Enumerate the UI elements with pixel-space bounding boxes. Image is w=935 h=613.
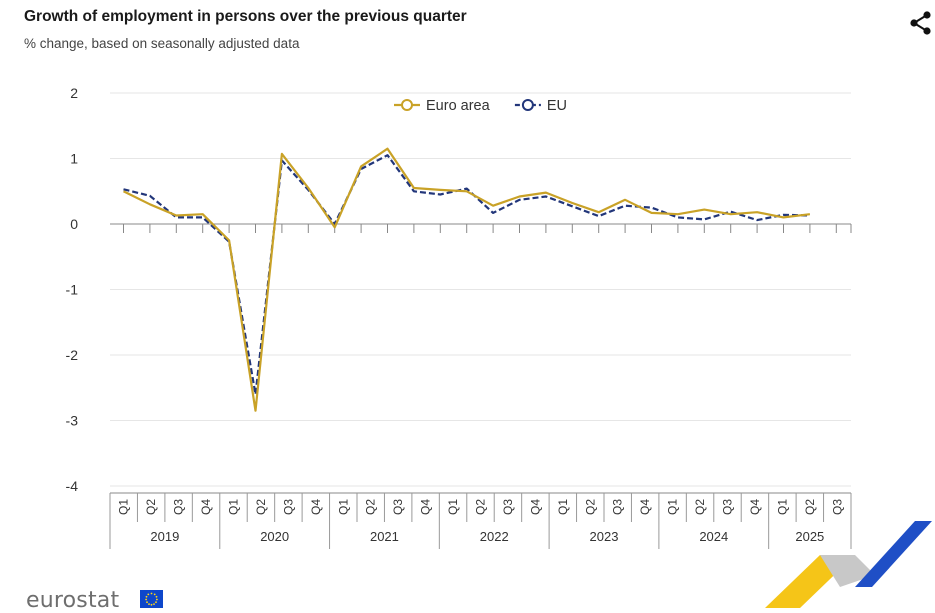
x-tick-label: Q1 xyxy=(775,499,789,515)
data-point-eu xyxy=(677,216,679,218)
data-point-euro-area xyxy=(624,199,626,201)
series-line-euro-area xyxy=(123,147,811,412)
data-point-euro-area xyxy=(598,211,600,213)
x-tick-label: Q3 xyxy=(611,499,625,515)
data-point-euro-area xyxy=(307,187,309,189)
x-tick-label: Q2 xyxy=(583,499,597,515)
data-point-euro-area xyxy=(677,213,679,215)
x-tick-label: Q4 xyxy=(309,499,323,515)
x-tick-label: Q2 xyxy=(254,499,268,515)
x-tick-label: Q2 xyxy=(474,499,488,515)
data-point-euro-area xyxy=(228,239,230,241)
data-point-eu xyxy=(149,195,151,197)
decorative-stripes xyxy=(765,521,932,608)
data-point-eu xyxy=(650,206,652,208)
x-tick-label: Q1 xyxy=(117,499,131,515)
x-year-label: 2019 xyxy=(150,529,179,544)
data-point-eu xyxy=(730,210,732,212)
chart-subtitle: % change, based on seasonally adjusted d… xyxy=(24,36,300,51)
x-tick-label: Q3 xyxy=(172,499,186,515)
x-tick-label: Q3 xyxy=(721,499,735,515)
data-point-eu xyxy=(518,199,520,201)
y-tick-label: -3 xyxy=(66,413,79,429)
data-point-euro-area xyxy=(571,202,573,204)
data-point-euro-area xyxy=(202,213,204,215)
data-point-euro-area xyxy=(122,190,124,192)
data-point-euro-area xyxy=(175,214,177,216)
data-point-eu xyxy=(202,216,204,218)
x-year-label: 2021 xyxy=(370,529,399,544)
data-point-eu xyxy=(782,214,784,216)
y-tick-label: -4 xyxy=(66,478,79,494)
y-tick-label: -2 xyxy=(66,347,79,363)
x-tick-label: Q2 xyxy=(364,499,378,515)
data-point-eu xyxy=(466,187,468,189)
data-point-euro-area xyxy=(730,213,732,215)
data-point-euro-area xyxy=(281,153,283,155)
x-tick-label: Q2 xyxy=(803,499,817,515)
legend-label-eu: EU xyxy=(547,98,567,114)
x-tick-label: Q1 xyxy=(666,499,680,515)
x-tick-label: Q4 xyxy=(199,499,213,515)
y-tick-label: 2 xyxy=(70,85,78,101)
data-point-eu xyxy=(386,154,388,156)
data-point-euro-area xyxy=(809,213,811,215)
data-point-eu xyxy=(571,205,573,207)
x-tick-label: Q1 xyxy=(446,499,460,515)
y-tick-label: -1 xyxy=(66,282,79,298)
x-tick-label: Q2 xyxy=(693,499,707,515)
data-point-euro-area xyxy=(439,189,441,191)
legend-marker-euro-area xyxy=(401,99,413,111)
data-point-euro-area xyxy=(518,195,520,197)
data-point-euro-area xyxy=(360,165,362,167)
x-tick-label: Q2 xyxy=(144,499,158,515)
x-tick-label: Q4 xyxy=(528,499,542,515)
eu-flag-icon xyxy=(140,590,163,608)
x-tick-label: Q3 xyxy=(501,499,515,515)
x-year-label: 2024 xyxy=(699,529,728,544)
x-year-label: 2023 xyxy=(590,529,619,544)
x-year-label: 2020 xyxy=(260,529,289,544)
data-point-euro-area xyxy=(413,187,415,189)
share-icon[interactable] xyxy=(908,10,934,36)
data-point-eu xyxy=(545,195,547,197)
x-year-label: 2025 xyxy=(795,529,824,544)
x-tick-label: Q3 xyxy=(391,499,405,515)
data-point-euro-area xyxy=(545,191,547,193)
x-tick-label: Q4 xyxy=(638,499,652,515)
data-point-eu xyxy=(703,218,705,220)
x-year-label: 2022 xyxy=(480,529,509,544)
legend-label-euro-area: Euro area xyxy=(426,98,491,114)
x-tick-label: Q1 xyxy=(556,499,570,515)
data-point-euro-area xyxy=(703,208,705,210)
data-point-eu xyxy=(598,215,600,217)
x-tick-label: Q4 xyxy=(748,499,762,515)
data-point-eu xyxy=(413,190,415,192)
legend-marker-eu xyxy=(521,99,534,111)
data-point-euro-area xyxy=(492,204,494,206)
data-point-euro-area xyxy=(334,226,336,228)
data-point-euro-area xyxy=(782,216,784,218)
x-tick-label: Q3 xyxy=(830,499,844,515)
y-tick-label: 1 xyxy=(70,151,78,167)
data-point-euro-area xyxy=(149,203,151,205)
chart-title: Growth of employment in persons over the… xyxy=(24,8,467,25)
x-tick-label: Q3 xyxy=(281,499,295,515)
eurostat-logo: eurostat xyxy=(26,588,120,613)
x-tick-label: Q1 xyxy=(336,499,350,515)
data-point-euro-area xyxy=(650,212,652,214)
x-tick-label: Q4 xyxy=(419,499,433,515)
data-point-eu xyxy=(624,204,626,206)
data-point-eu xyxy=(439,193,441,195)
data-point-eu xyxy=(756,219,758,221)
y-tick-label: 0 xyxy=(70,216,78,232)
data-point-eu xyxy=(492,212,494,214)
data-point-euro-area xyxy=(254,409,256,411)
x-tick-label: Q1 xyxy=(227,499,241,515)
data-point-euro-area xyxy=(386,147,388,149)
data-point-euro-area xyxy=(756,211,758,213)
data-point-euro-area xyxy=(466,190,468,192)
